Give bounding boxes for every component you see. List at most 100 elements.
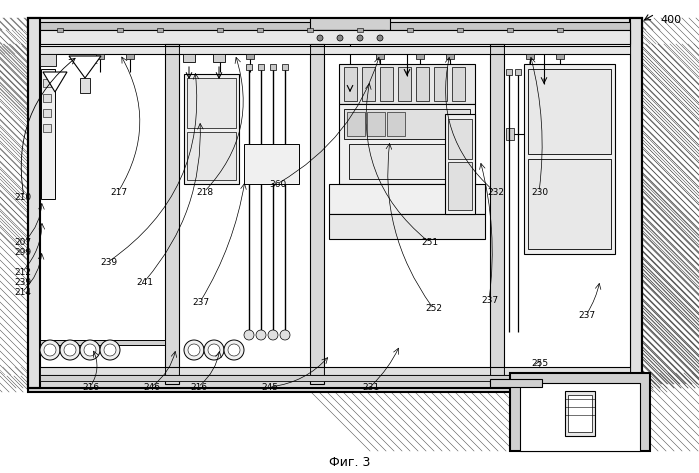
Circle shape (44, 344, 56, 356)
Bar (507, 28, 513, 32)
Bar (557, 28, 563, 32)
Bar (398, 67, 411, 101)
Circle shape (60, 340, 80, 360)
Bar (367, 112, 385, 136)
Text: 237: 237 (578, 310, 595, 319)
Bar (324, 46, 490, 54)
Bar (362, 67, 375, 101)
Text: Фиг. 3: Фиг. 3 (329, 455, 370, 468)
Text: 239: 239 (100, 257, 117, 266)
Text: 360: 360 (269, 179, 287, 189)
Bar (515, 69, 521, 75)
Bar (40, 340, 165, 345)
Bar (40, 30, 630, 376)
Bar (528, 159, 611, 249)
Text: 212: 212 (14, 268, 31, 277)
Bar (257, 28, 263, 32)
Circle shape (84, 344, 96, 356)
Bar (457, 28, 463, 32)
Bar (380, 67, 393, 101)
Bar (57, 28, 63, 32)
Circle shape (377, 35, 383, 41)
Bar (40, 375, 630, 381)
Bar (40, 54, 56, 66)
Bar (40, 22, 630, 30)
Bar (217, 28, 223, 32)
Circle shape (280, 330, 290, 340)
Text: 216: 216 (82, 383, 99, 392)
Bar (80, 78, 90, 93)
Bar (324, 367, 490, 375)
Bar (40, 367, 165, 375)
Bar (117, 28, 123, 32)
Bar (357, 28, 363, 32)
Text: 230: 230 (531, 187, 548, 196)
Circle shape (100, 340, 120, 360)
Bar (556, 54, 564, 59)
Text: 217: 217 (110, 187, 127, 196)
Bar (282, 64, 288, 70)
Circle shape (80, 340, 100, 360)
Bar (183, 54, 195, 62)
Bar (349, 144, 465, 179)
Bar (28, 376, 642, 392)
Bar (246, 64, 252, 70)
Text: 241: 241 (136, 278, 153, 287)
Bar (28, 18, 642, 30)
Bar (270, 64, 276, 70)
Text: 299: 299 (14, 247, 31, 256)
Bar (506, 69, 512, 75)
Bar (307, 28, 313, 32)
Bar (157, 28, 163, 32)
Bar (524, 64, 615, 254)
Bar (416, 67, 429, 101)
Text: 237: 237 (481, 296, 498, 305)
Bar (28, 18, 642, 388)
Bar (43, 124, 51, 132)
Bar (126, 54, 134, 59)
Bar (43, 109, 51, 117)
Bar (407, 28, 413, 32)
Bar (187, 132, 236, 180)
Bar (187, 78, 236, 128)
Circle shape (208, 344, 220, 356)
Bar (258, 64, 264, 70)
Bar (40, 30, 630, 44)
Polygon shape (69, 56, 101, 78)
Circle shape (244, 330, 254, 340)
Circle shape (188, 344, 200, 356)
Text: 207: 207 (14, 237, 31, 246)
Bar (329, 214, 485, 239)
Bar (179, 46, 310, 54)
Text: 210: 210 (14, 193, 31, 201)
Circle shape (317, 35, 323, 41)
Bar (43, 94, 51, 102)
Bar (490, 379, 542, 387)
Circle shape (268, 330, 278, 340)
Circle shape (256, 330, 266, 340)
Bar (446, 54, 454, 59)
Bar (347, 112, 365, 136)
Text: 400: 400 (660, 15, 681, 25)
Bar (630, 18, 642, 388)
Bar (568, 395, 592, 432)
Bar (216, 54, 224, 59)
Text: 218: 218 (196, 187, 213, 196)
Bar (504, 46, 630, 54)
Bar (504, 367, 630, 375)
Bar (448, 162, 472, 210)
Bar (416, 54, 424, 59)
Bar (526, 54, 534, 59)
Bar (344, 67, 357, 101)
Circle shape (104, 344, 116, 356)
Text: 246: 246 (143, 383, 160, 392)
Bar (310, 44, 324, 384)
Circle shape (184, 340, 204, 360)
Bar (244, 144, 299, 184)
Bar (213, 54, 225, 62)
Bar (434, 67, 447, 101)
Bar (528, 69, 611, 154)
Bar (344, 109, 470, 139)
Bar (28, 18, 40, 388)
Circle shape (224, 340, 244, 360)
